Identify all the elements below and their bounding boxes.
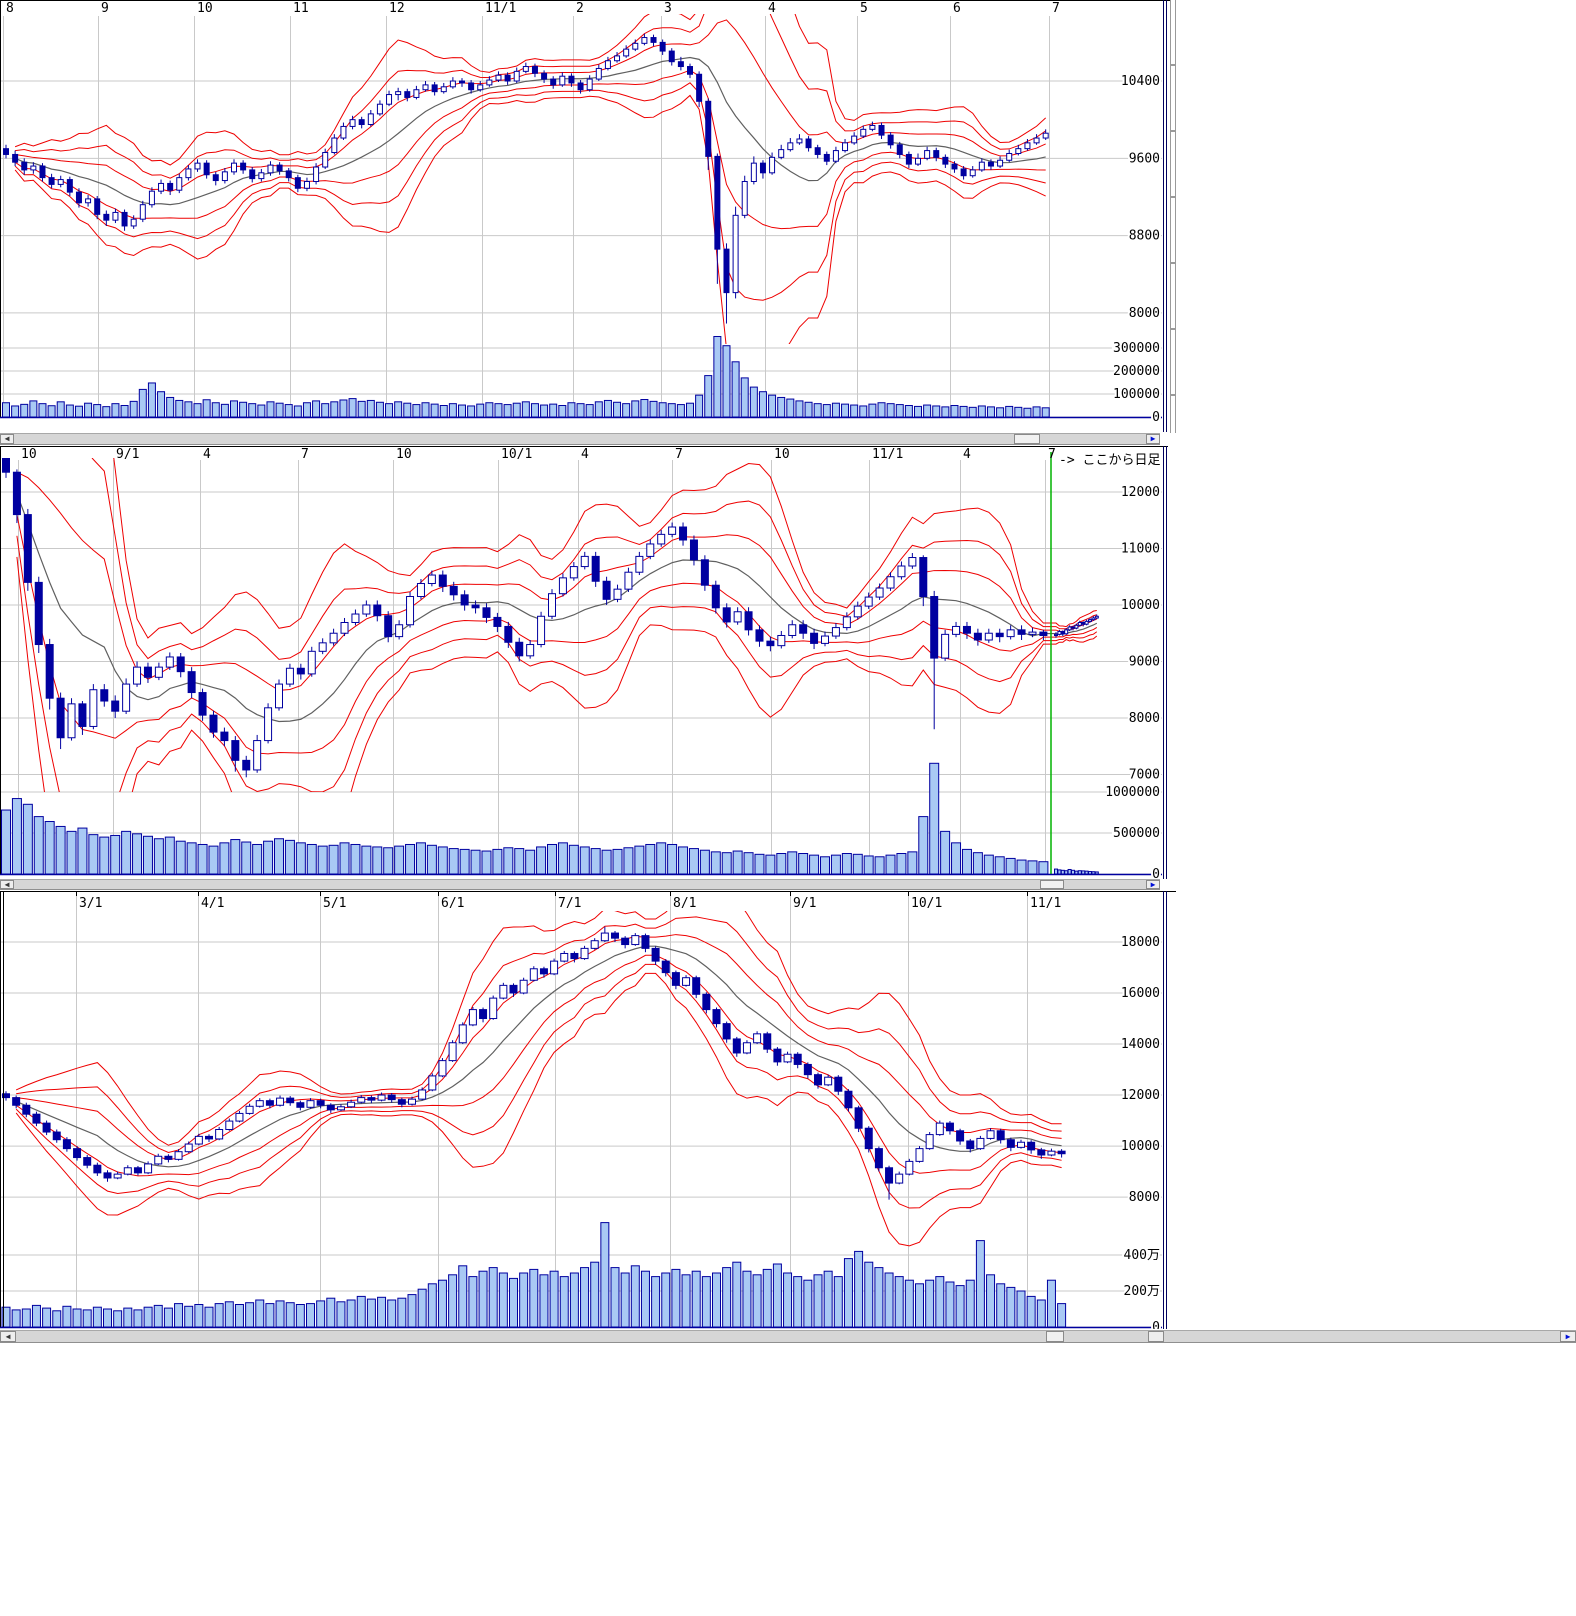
svg-text:6/1: 6/1 xyxy=(441,896,464,911)
daily-chart-panel: 8 9 10 11 12 11/1 2 3 4 5 6 7 10400 9600 8800 8000 30000… xyxy=(0,0,1176,432)
left-arrow-icon: ◀ xyxy=(4,879,10,889)
svg-text:14000: 14000 xyxy=(1121,1037,1160,1052)
right-arrow-icon: ▶ xyxy=(1150,434,1156,443)
svg-text:9/1: 9/1 xyxy=(116,447,139,462)
svg-text:5/1: 5/1 xyxy=(323,896,346,911)
pane-right-button[interactable] xyxy=(1148,1331,1164,1342)
svg-text:7: 7 xyxy=(675,447,683,462)
svg-text:4: 4 xyxy=(203,447,211,462)
svg-text:10: 10 xyxy=(197,1,213,16)
left-arrow-icon: ◀ xyxy=(4,434,10,443)
svg-text:10/1: 10/1 xyxy=(911,896,942,911)
svg-text:7000: 7000 xyxy=(1129,767,1160,782)
svg-text:0: 0 xyxy=(1152,410,1160,425)
svg-text:11/1: 11/1 xyxy=(1030,896,1061,911)
svg-text:4: 4 xyxy=(963,447,971,462)
svg-text:8000: 8000 xyxy=(1129,306,1160,321)
svg-text:7: 7 xyxy=(1048,447,1056,462)
right-arrow-icon: ▶ xyxy=(1565,1331,1571,1341)
svg-text:300000: 300000 xyxy=(1113,341,1160,356)
svg-text:500000: 500000 xyxy=(1113,826,1160,841)
svg-text:8000: 8000 xyxy=(1129,1190,1160,1205)
svg-text:12000: 12000 xyxy=(1121,1088,1160,1103)
svg-text:7/1: 7/1 xyxy=(558,896,581,911)
svg-text:3: 3 xyxy=(664,1,672,16)
svg-text:9600: 9600 xyxy=(1129,151,1160,166)
daily-chart-svg[interactable]: 8 9 10 11 12 11/1 2 3 4 5 6 7 10400 9600 8800 8000 30000… xyxy=(0,0,1176,432)
svg-text:16000: 16000 xyxy=(1121,986,1160,1001)
scroll-right-button[interactable]: ▶ xyxy=(1146,434,1160,444)
svg-text:11/1: 11/1 xyxy=(485,1,516,16)
svg-text:7: 7 xyxy=(301,447,309,462)
svg-text:4/1: 4/1 xyxy=(201,896,224,911)
svg-text:10400: 10400 xyxy=(1121,74,1160,89)
svg-text:10000: 10000 xyxy=(1121,1139,1160,1154)
svg-text:5: 5 xyxy=(860,1,868,16)
weekly-chart-hscrollbar[interactable]: ◀ ▶ xyxy=(0,879,1160,890)
scrollbar-thumb[interactable] xyxy=(1040,880,1064,889)
svg-text:200万: 200万 xyxy=(1124,1284,1160,1299)
daily-from-here-annotation: -> ここから日足 xyxy=(1059,453,1161,468)
svg-text:11/1: 11/1 xyxy=(872,447,903,462)
svg-text:9: 9 xyxy=(101,1,109,16)
left-arrow-icon: ◀ xyxy=(5,1331,11,1341)
svg-text:9/1: 9/1 xyxy=(793,896,816,911)
svg-text:9000: 9000 xyxy=(1129,654,1160,669)
svg-text:11000: 11000 xyxy=(1121,541,1160,556)
right-arrow-icon: ▶ xyxy=(1150,879,1156,889)
svg-text:0: 0 xyxy=(1152,867,1160,879)
scroll-right-button[interactable]: ▶ xyxy=(1560,1331,1576,1342)
vertical-scrollbar[interactable] xyxy=(1170,0,1176,433)
scroll-left-button[interactable]: ◀ xyxy=(0,1331,16,1342)
weekly-chart-panel: 10 9/1 4 7 10 10/1 4 7 10 11/1 4 7 12000 11000 10000 90… xyxy=(0,446,1168,879)
svg-text:4: 4 xyxy=(581,447,589,462)
svg-text:8/1: 8/1 xyxy=(673,896,696,911)
svg-text:10/1: 10/1 xyxy=(501,447,532,462)
svg-text:400万: 400万 xyxy=(1124,1248,1160,1263)
svg-text:100000: 100000 xyxy=(1113,387,1160,402)
svg-text:12000: 12000 xyxy=(1121,485,1160,500)
svg-text:200000: 200000 xyxy=(1113,364,1160,379)
svg-text:11: 11 xyxy=(293,1,309,16)
svg-text:10000: 10000 xyxy=(1121,598,1160,613)
svg-text:8800: 8800 xyxy=(1129,229,1160,244)
svg-text:18000: 18000 xyxy=(1121,935,1160,950)
daily-chart-hscrollbar[interactable]: ◀ ▶ xyxy=(0,433,1160,445)
long-term-chart-panel: 3/1 4/1 5/1 6/1 7/1 8/1 9/1 10/1 11/1 18000 16000 1… xyxy=(0,891,1176,1329)
svg-text:8000: 8000 xyxy=(1129,711,1160,726)
svg-text:4: 4 xyxy=(768,1,776,16)
long-term-chart-svg[interactable]: 3/1 4/1 5/1 6/1 7/1 8/1 9/1 10/1 11/1 18000 16000 1… xyxy=(0,891,1176,1329)
scroll-left-button[interactable]: ◀ xyxy=(0,880,14,889)
svg-text:2: 2 xyxy=(576,1,584,16)
svg-text:12: 12 xyxy=(389,1,405,16)
svg-text:1000000: 1000000 xyxy=(1105,785,1160,800)
svg-text:7: 7 xyxy=(1052,1,1060,16)
svg-text:8: 8 xyxy=(6,1,14,16)
scrollbar-thumb[interactable] xyxy=(1046,1331,1064,1342)
weekly-chart-svg[interactable]: 10 9/1 4 7 10 10/1 4 7 10 11/1 4 7 12000 11000 10000 90… xyxy=(0,446,1168,879)
svg-text:10: 10 xyxy=(396,447,412,462)
svg-text:10: 10 xyxy=(21,447,37,462)
scroll-left-button[interactable]: ◀ xyxy=(0,434,14,444)
svg-text:6: 6 xyxy=(953,1,961,16)
svg-text:10: 10 xyxy=(774,447,790,462)
scrollbar-thumb[interactable] xyxy=(1014,434,1040,444)
svg-text:3/1: 3/1 xyxy=(79,896,102,911)
svg-text:0: 0 xyxy=(1152,1320,1160,1329)
scroll-right-button[interactable]: ▶ xyxy=(1146,880,1160,889)
long-term-chart-hscrollbar[interactable]: ◀ ▶ xyxy=(0,1330,1576,1343)
